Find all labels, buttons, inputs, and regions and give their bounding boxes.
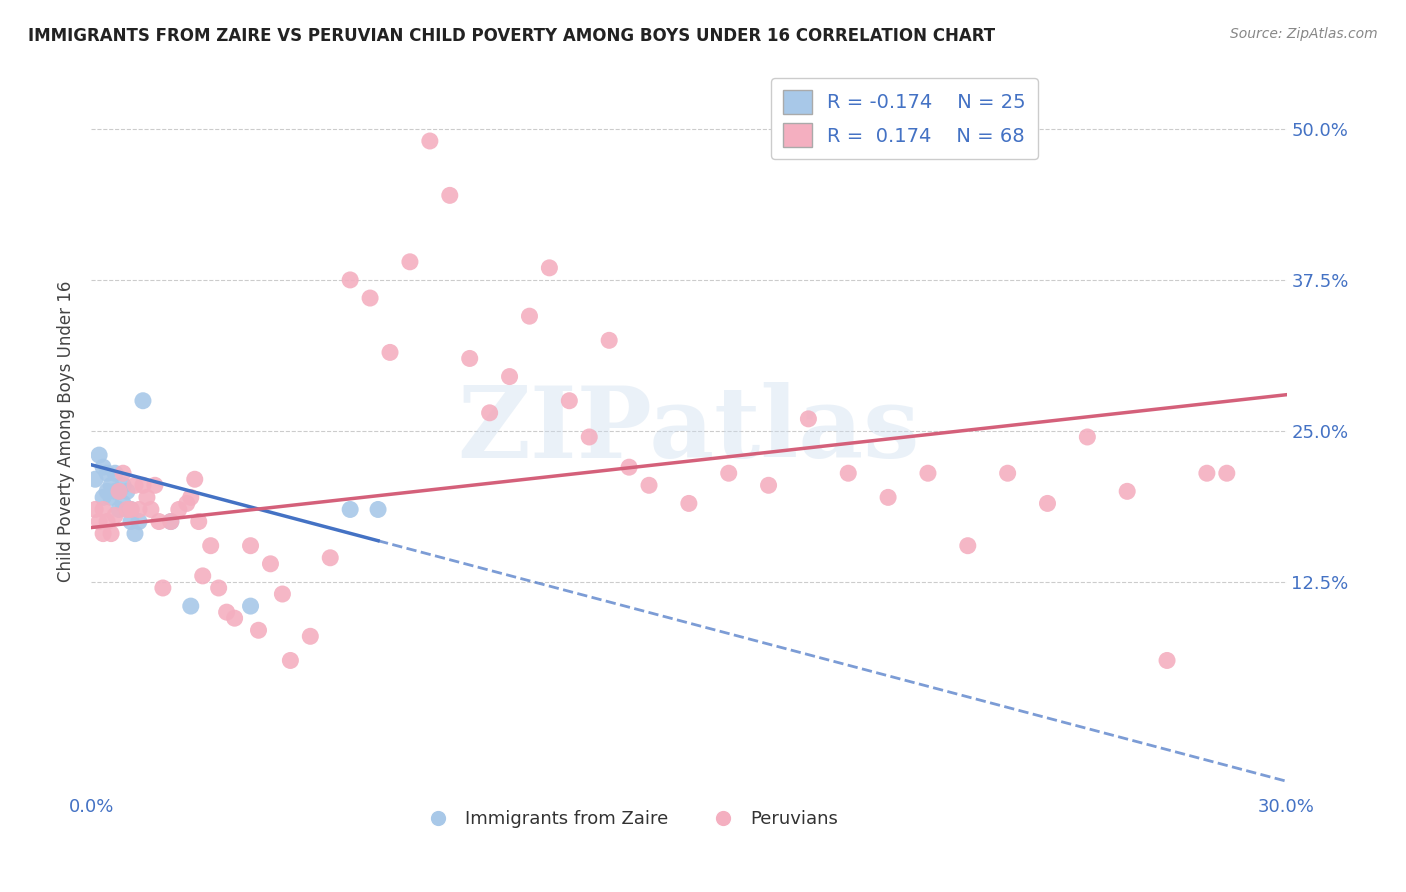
Point xyxy=(115,502,138,516)
Point xyxy=(87,515,110,529)
Point xyxy=(717,467,740,481)
Point xyxy=(160,515,183,529)
Text: ZIPatlas: ZIPatlas xyxy=(457,383,920,479)
Point xyxy=(1036,496,1059,510)
Point xyxy=(104,484,127,499)
Point xyxy=(120,515,142,529)
Point xyxy=(100,526,122,541)
Point xyxy=(160,515,183,529)
Point xyxy=(598,334,620,348)
Point xyxy=(917,467,939,481)
Point xyxy=(91,491,114,505)
Point xyxy=(176,496,198,510)
Point xyxy=(187,515,209,529)
Point xyxy=(124,526,146,541)
Point xyxy=(124,478,146,492)
Point xyxy=(247,624,270,638)
Text: IMMIGRANTS FROM ZAIRE VS PERUVIAN CHILD POVERTY AMONG BOYS UNDER 16 CORRELATION : IMMIGRANTS FROM ZAIRE VS PERUVIAN CHILD … xyxy=(28,27,995,45)
Point xyxy=(104,508,127,523)
Point xyxy=(439,188,461,202)
Point xyxy=(419,134,441,148)
Point xyxy=(91,502,114,516)
Point xyxy=(877,491,900,505)
Point xyxy=(128,502,150,516)
Point xyxy=(128,515,150,529)
Point xyxy=(112,478,135,492)
Text: Source: ZipAtlas.com: Source: ZipAtlas.com xyxy=(1230,27,1378,41)
Point xyxy=(112,467,135,481)
Point xyxy=(91,526,114,541)
Point xyxy=(558,393,581,408)
Point xyxy=(132,393,155,408)
Point xyxy=(115,484,138,499)
Point xyxy=(239,539,262,553)
Point xyxy=(1076,430,1098,444)
Point xyxy=(84,472,107,486)
Point xyxy=(1116,484,1139,499)
Point xyxy=(167,502,190,516)
Point xyxy=(120,502,142,516)
Point xyxy=(339,273,361,287)
Point xyxy=(87,448,110,462)
Point xyxy=(538,260,561,275)
Point xyxy=(378,345,401,359)
Point xyxy=(108,484,131,499)
Point xyxy=(215,605,238,619)
Point xyxy=(837,467,859,481)
Point xyxy=(359,291,381,305)
Point xyxy=(180,599,202,613)
Point xyxy=(578,430,600,444)
Point xyxy=(152,581,174,595)
Point xyxy=(120,502,142,516)
Point xyxy=(259,557,281,571)
Point xyxy=(399,255,422,269)
Point xyxy=(143,478,166,492)
Point xyxy=(678,496,700,510)
Point xyxy=(299,629,322,643)
Point xyxy=(84,502,107,516)
Point xyxy=(319,550,342,565)
Point xyxy=(224,611,246,625)
Point xyxy=(148,515,170,529)
Y-axis label: Child Poverty Among Boys Under 16: Child Poverty Among Boys Under 16 xyxy=(58,280,75,582)
Point xyxy=(108,502,131,516)
Point xyxy=(132,478,155,492)
Point xyxy=(478,406,501,420)
Legend: Immigrants from Zaire, Peruvians: Immigrants from Zaire, Peruvians xyxy=(413,803,845,835)
Point xyxy=(139,502,162,516)
Point xyxy=(100,491,122,505)
Point xyxy=(1216,467,1239,481)
Point xyxy=(191,569,214,583)
Point xyxy=(104,467,127,481)
Point xyxy=(1195,467,1218,481)
Point xyxy=(617,460,640,475)
Point xyxy=(108,484,131,499)
Point xyxy=(638,478,661,492)
Point xyxy=(280,653,302,667)
Point xyxy=(239,599,262,613)
Point xyxy=(339,502,361,516)
Point xyxy=(136,491,159,505)
Point xyxy=(1156,653,1178,667)
Point xyxy=(96,515,118,529)
Point xyxy=(367,502,389,516)
Point xyxy=(184,472,207,486)
Point xyxy=(200,539,222,553)
Point xyxy=(758,478,780,492)
Point xyxy=(956,539,979,553)
Point xyxy=(208,581,231,595)
Point xyxy=(498,369,520,384)
Point xyxy=(96,467,118,481)
Point xyxy=(100,478,122,492)
Point xyxy=(271,587,294,601)
Point xyxy=(96,484,118,499)
Point xyxy=(112,496,135,510)
Point xyxy=(797,412,820,426)
Point xyxy=(180,491,202,505)
Point xyxy=(91,460,114,475)
Point xyxy=(997,467,1019,481)
Point xyxy=(458,351,481,366)
Point xyxy=(519,309,541,323)
